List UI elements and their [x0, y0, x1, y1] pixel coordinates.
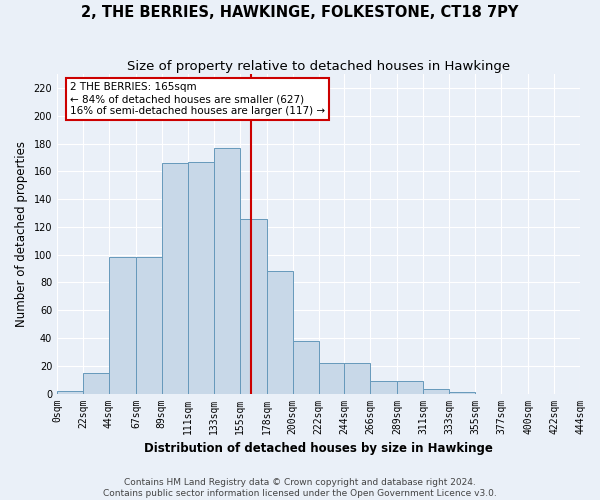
Bar [293, 341, 319, 394]
Bar [214, 148, 239, 394]
Text: Contains HM Land Registry data © Crown copyright and database right 2024.
Contai: Contains HM Land Registry data © Crown c… [103, 478, 497, 498]
Bar [83, 372, 109, 394]
Bar [239, 218, 266, 394]
Bar [344, 363, 370, 394]
Text: 2 THE BERRIES: 165sqm
← 84% of detached houses are smaller (627)
16% of semi-det: 2 THE BERRIES: 165sqm ← 84% of detached … [70, 82, 325, 116]
Bar [188, 162, 214, 394]
Bar [449, 392, 475, 394]
Title: Size of property relative to detached houses in Hawkinge: Size of property relative to detached ho… [127, 60, 510, 73]
Y-axis label: Number of detached properties: Number of detached properties [15, 141, 28, 327]
Bar [319, 363, 344, 394]
Bar [370, 381, 397, 394]
Text: 2, THE BERRIES, HAWKINGE, FOLKESTONE, CT18 7PY: 2, THE BERRIES, HAWKINGE, FOLKESTONE, CT… [82, 5, 518, 20]
Bar [397, 381, 424, 394]
Bar [57, 391, 83, 394]
Bar [136, 258, 162, 394]
X-axis label: Distribution of detached houses by size in Hawkinge: Distribution of detached houses by size … [144, 442, 493, 455]
Bar [424, 390, 449, 394]
Bar [266, 272, 293, 394]
Bar [162, 163, 188, 394]
Bar [109, 258, 136, 394]
